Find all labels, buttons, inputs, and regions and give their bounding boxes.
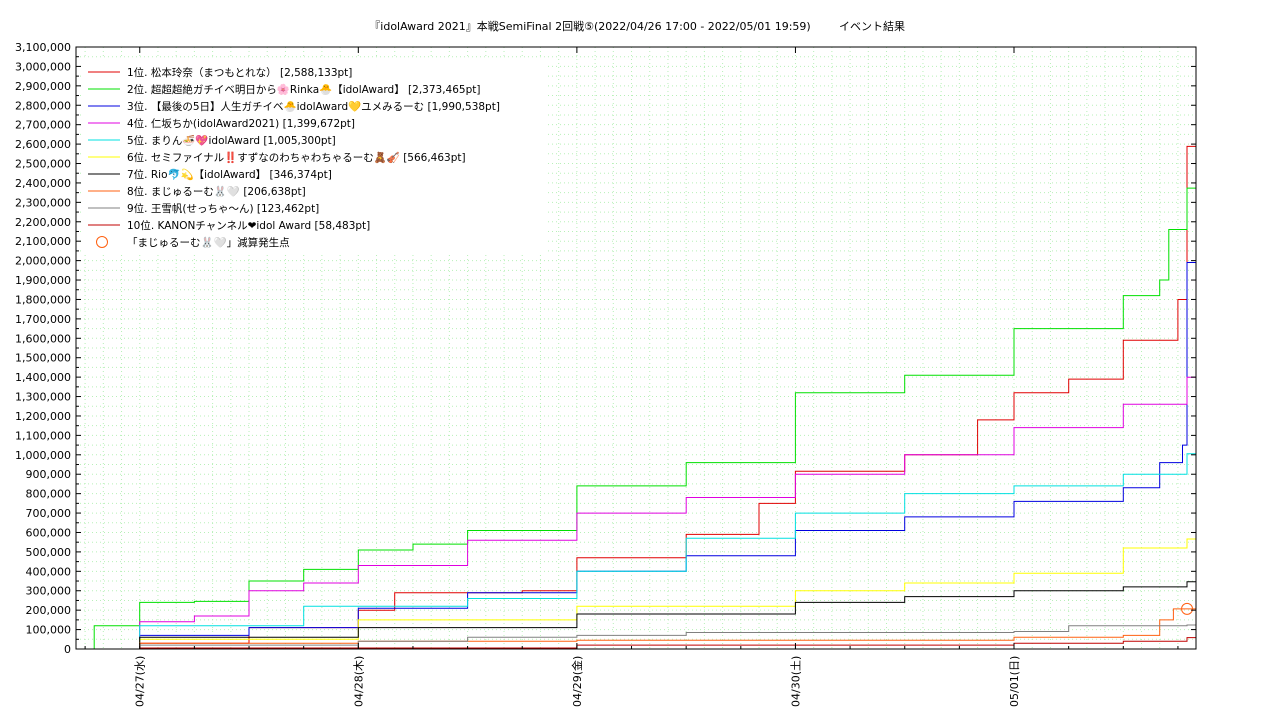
y-tick-label: 400,000 (26, 565, 72, 578)
y-tick-label: 1,400,000 (15, 371, 71, 384)
y-tick-label: 2,200,000 (15, 216, 71, 229)
series-line-8 (76, 608, 1196, 650)
y-tick-label: 800,000 (26, 488, 72, 501)
y-tick-label: 1,900,000 (15, 274, 71, 287)
y-tick-label: 300,000 (26, 585, 72, 598)
legend: 1位. 松本玲奈（まつもとれな） [2,588,133pt] 2位. 超超超絶ガチ… (82, 59, 548, 255)
y-tick-label: 2,100,000 (15, 235, 71, 248)
chart-subtitle: イベント結果 (839, 19, 905, 33)
legend-entry-5: 5位. まりん🍜💖idolAward [1,005,300pt] (127, 134, 336, 147)
legend-entry-10: 10位. KANONチャンネル❤idol Award [58,483pt] (127, 219, 370, 232)
y-tick-label: 2,000,000 (15, 255, 71, 268)
legend-entry-3: 3位. 【最後の5日】人生ガチイベ🐣idolAward💛ユメみるーむ [1,99… (127, 100, 500, 113)
chart-title: 『idolAward 2021』本戦SemiFinal 2回戦⑤(2022/04… (369, 19, 810, 33)
y-tick-label: 2,900,000 (15, 80, 71, 93)
y-tick-label: 1,100,000 (15, 429, 71, 442)
x-tick-label: 04/28(木) (352, 656, 365, 707)
legend-entry-4: 4位. 仁坂ちか(idolAward2021) [1,399,672pt] (127, 117, 355, 130)
legend-background (82, 59, 548, 255)
series-line-7 (76, 581, 1196, 650)
legend-entry-7: 7位. Rio🐬💫【idolAward】 [346,374pt] (127, 168, 332, 181)
y-tick-label: 600,000 (26, 526, 72, 539)
series-line-4 (76, 376, 1196, 650)
series-line-9 (76, 624, 1196, 650)
y-tick-label: 200,000 (26, 604, 72, 617)
y-tick-label: 2,700,000 (15, 119, 71, 132)
y-tick-label: 3,000,000 (15, 60, 71, 73)
x-tick-label: 05/01(日) (1008, 656, 1021, 707)
annotation-marker (1181, 602, 1194, 615)
y-tick-label: 900,000 (26, 468, 72, 481)
legend-annotation-label: 「まじゅるーむ🐰🤍」減算発生点 (127, 236, 290, 249)
y-tick-label: 2,300,000 (15, 196, 71, 209)
plot-area (76, 145, 1196, 650)
y-tick-label: 500,000 (26, 546, 72, 559)
x-tick-label: 04/27(水) (134, 656, 147, 707)
x-tick-label: 04/29(金) (570, 656, 584, 707)
y-tick-label: 0 (64, 643, 71, 656)
y-tick-label: 100,000 (26, 624, 72, 637)
y-tick-label: 1,500,000 (15, 352, 71, 365)
y-tick-label: 1,800,000 (15, 293, 71, 306)
y-tick-label: 3,100,000 (15, 41, 71, 54)
y-tick-label: 1,300,000 (15, 391, 71, 404)
y-tick-label: 2,600,000 (15, 138, 71, 151)
x-tick-label: 04/30(土) (789, 656, 802, 707)
series-line-5 (76, 453, 1196, 650)
series-line-3 (76, 262, 1196, 650)
legend-entry-6: 6位. セミファイナル‼️すずなのわちゃわちゃるーむ🧸🎻 [566,463pt] (127, 151, 466, 164)
legend-annotation-swatch (96, 236, 108, 248)
series-line-2 (76, 187, 1196, 650)
y-tick-label: 2,500,000 (15, 158, 71, 171)
series-line-6 (76, 538, 1196, 650)
legend-entry-8: 8位. まじゅるーむ🐰🤍 [206,638pt] (127, 185, 306, 198)
y-tick-label: 2,400,000 (15, 177, 71, 190)
legend-entry-2: 2位. 超超超絶ガチイベ明日から🌸Rinka🐣【idolAward】 [2,37… (127, 83, 480, 96)
y-tick-label: 1,200,000 (15, 410, 71, 423)
y-tick-label: 1,600,000 (15, 332, 71, 345)
legend-entry-1: 1位. 松本玲奈（まつもとれな） [2,588,133pt] (127, 66, 352, 79)
y-tick-label: 1,000,000 (15, 449, 71, 462)
y-tick-label: 700,000 (26, 507, 72, 520)
axes: 0 100,000 200,000 300,000 400,000 500,000 600,… (15, 41, 1197, 707)
y-tick-label: 1,700,000 (15, 313, 71, 326)
legend-entry-9: 9位. 王雪帆(せっちゃ〜ん) [123,462pt] (127, 202, 319, 215)
y-tick-label: 2,800,000 (15, 99, 71, 112)
